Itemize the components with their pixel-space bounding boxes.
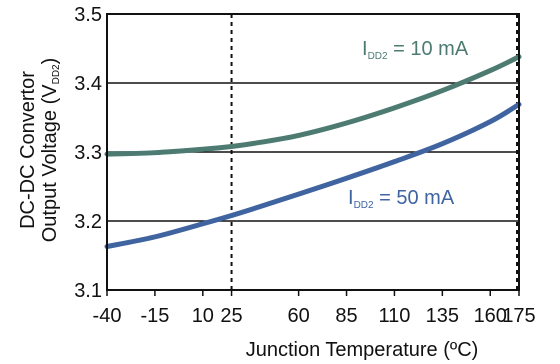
y-tick-label: 3.2 [74,211,102,233]
x-tick-label: 175 [502,305,535,327]
reference-lines [230,14,518,290]
x-tick-label: 60 [288,305,310,327]
series-lines [104,54,522,250]
x-tick-label: 25 [220,305,242,327]
series-label-50ma-main: I [348,187,354,209]
x-tick-label: 85 [335,305,357,327]
y-tick-label: 3.5 [74,4,102,26]
series-label-50ma: IDD2 = 50 mA [348,187,455,211]
series-label-10ma-sub: DD2 [368,51,388,62]
series-label-10ma: IDD2 = 10 mA [362,38,469,62]
y-ticks: 3.1 3.2 3.3 3.4 3.5 [74,4,102,302]
y-axis-title: DC-DC Convertor Output Voltage (VDD2) [17,58,62,243]
y-axis-title-line2: Output Voltage (VDD2) [39,58,62,243]
series-label-10ma-rest: = 10 mA [388,38,469,60]
y-tick-label: 3.1 [74,280,102,302]
y-axis-title-line2-end: ) [39,58,61,65]
x-tick-label: 110 [378,305,410,327]
series-line-1 [104,101,522,250]
series-label-50ma-sub: DD2 [354,200,374,211]
y-axis-title-line2-main: Output Voltage (V [39,84,61,243]
y-axis-title-line1: DC-DC Convertor [17,71,39,229]
y-axis-title-line2-sub: DD2 [51,64,62,84]
series-label-10ma-main: I [362,38,368,60]
y-tick-label: 3.4 [74,73,102,95]
x-axis-title: Junction Temperature (ºC) [246,339,479,361]
plot-frame [106,13,520,291]
x-tick-label: 160 [474,305,507,327]
series-label-50ma-rest: = 50 mA [374,187,455,209]
x-tick-label: -15 [140,305,169,327]
x-tick-label: 135 [426,305,459,327]
series-line-0 [104,54,522,157]
x-tick-label: -40 [93,305,122,327]
x-tick-label: 10 [192,305,214,327]
y-tick-label: 3.3 [74,142,102,164]
